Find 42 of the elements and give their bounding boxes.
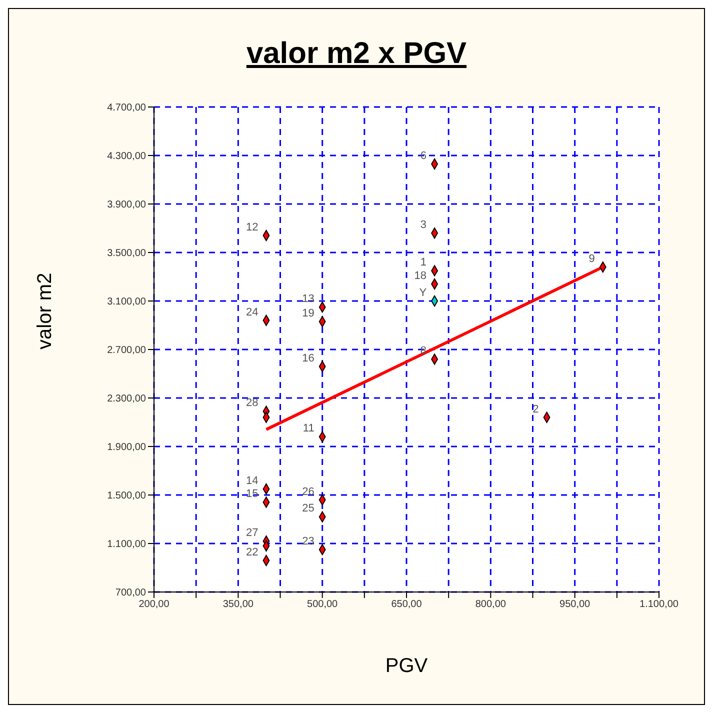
annotation: 16 — [302, 352, 314, 364]
y-tick-label: 2.700,00 — [107, 345, 146, 356]
y-tick-label: 4.300,00 — [107, 151, 146, 162]
x-tick-label: 800,00 — [475, 599, 506, 610]
annotation: 1 — [420, 256, 427, 269]
annotation: 22 — [246, 546, 258, 558]
y-tick-label: 700,00 — [115, 588, 146, 599]
annotation: 23 — [302, 535, 314, 548]
x-tick-label: 950,00 — [560, 599, 591, 610]
y-tick-label: 1.100,00 — [107, 539, 146, 550]
annotation: 8 — [420, 345, 427, 358]
annotation: 19 — [302, 308, 314, 320]
annotation: 28 — [246, 397, 258, 410]
annotation: 15 — [246, 488, 258, 500]
annotation: 13 — [302, 292, 314, 305]
annotation: Y — [419, 286, 428, 299]
x-tick-label: 200,00 — [138, 599, 170, 610]
x-tick-label: 350,00 — [222, 599, 254, 610]
annotation: 14 — [246, 474, 258, 487]
annotation: 11 — [302, 422, 314, 435]
annotation: 27 — [246, 526, 258, 539]
y-tick-label: 3.500,00 — [107, 248, 146, 260]
y-tick-label: 3.900,00 — [107, 200, 146, 211]
annotation: 24 — [246, 306, 258, 318]
y-tick-label: 1.900,00 — [107, 442, 146, 454]
x-tick-label: 650,00 — [391, 599, 422, 610]
annotation: 25 — [302, 502, 314, 515]
x-axis-title: PGV — [385, 655, 428, 677]
y-tick-label: 2.300,00 — [107, 394, 146, 405]
annotation: 26 — [302, 486, 314, 498]
chart-title: valor m2 x PGV — [245, 36, 468, 72]
x-tick-label: 500,00 — [307, 599, 338, 610]
y-tick-label: 3.100,00 — [107, 296, 146, 308]
annotation: 3 — [420, 219, 427, 232]
annotation: 18 — [414, 270, 427, 282]
annotation: 9 — [588, 252, 595, 265]
annotation: 12 — [246, 221, 258, 234]
y-tick-label: 4.700,00 — [107, 102, 146, 114]
annotation: 2 — [532, 403, 539, 416]
y-tick-label: 1.500,00 — [107, 490, 146, 502]
y-axis-title: valor m2 — [34, 272, 56, 350]
x-tick-label: 1.100,00 — [640, 599, 679, 610]
